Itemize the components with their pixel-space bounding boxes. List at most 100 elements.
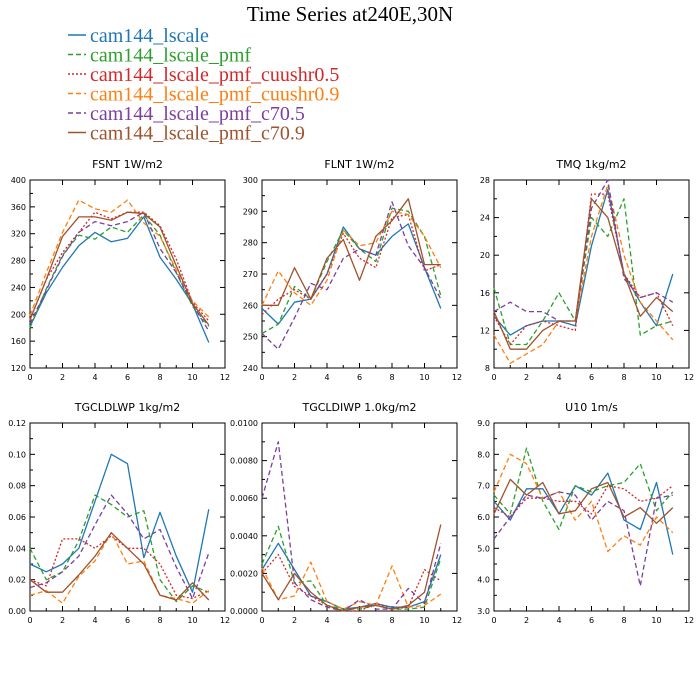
panel-1: FLNT 1W/m2 0 2 4 6 8 10 12 240 250 260 270 280 290 300 [243, 158, 462, 382]
panels: FSNT 1W/m20 2 4 6 8 10 12120160200240280320360… [8, 158, 694, 625]
series-line-5 [493, 198, 674, 350]
panel-4: TGCLDIWP 1.0kg/m2 0 2 4 6 8 10 12 0.0000 0.0020 0.… [230, 401, 462, 625]
series-line-0 [493, 472, 674, 555]
x-tick-label: 4 [324, 373, 329, 382]
x-tick-label: 12 [452, 616, 462, 625]
y-tick-label: 160 [11, 337, 26, 346]
series-line-3 [493, 453, 674, 553]
x-tick-label: 0 [27, 373, 32, 382]
y-tick-label: 0.10 [8, 450, 26, 459]
x-tick-label: 2 [292, 616, 297, 625]
x-tick-label: 0 [259, 373, 264, 382]
series-line-4 [493, 179, 674, 322]
y-tick-label: 280 [11, 257, 26, 266]
y-tick-label: 24 [480, 214, 490, 223]
panel-title: FLNT 1W/m2 [324, 158, 394, 171]
x-tick-label: 2 [524, 373, 529, 382]
legend-entry-1: cam144_lscale_pmf [90, 45, 251, 67]
x-tick-label: 12 [684, 373, 694, 382]
legend-entry-0: cam144_lscale [90, 25, 209, 47]
x-tick-label: 12 [684, 616, 694, 625]
x-tick-label: 8 [621, 373, 626, 382]
y-tick-label: 240 [243, 364, 258, 373]
x-tick-label: 2 [524, 616, 529, 625]
series-line-2 [29, 535, 210, 600]
x-tick-label: 4 [92, 616, 97, 625]
x-tick-label: 8 [389, 616, 394, 625]
legend-entry-2: cam144_lscale_pmf_cuushr0.5 [90, 64, 339, 86]
series-line-1 [261, 207, 442, 335]
series-line-5 [29, 211, 210, 326]
legend-entry-3: cam144_lscale_pmf_cuushr0.9 [90, 84, 339, 106]
y-tick-label: 240 [11, 283, 26, 292]
x-tick-label: 10 [651, 373, 661, 382]
y-tick-label: 7.0 [477, 482, 490, 491]
series-line-4 [493, 491, 673, 587]
y-tick-label: 0.0080 [230, 457, 258, 466]
panel-5: U10 1m/s 0 2 4 6 8 10 12 3.0 4.0 5.0 6.0 7.0 8.0 9.0 [477, 401, 694, 625]
legend: cam144_lscalecam144_lscale_pmfcam144_lsc… [68, 25, 339, 145]
y-tick-label: 0.04 [8, 544, 26, 553]
panel-title: TGCLDIWP 1.0kg/m2 [301, 401, 416, 414]
panel-frame [493, 422, 690, 612]
panel-title: U10 1m/s [565, 401, 618, 414]
x-tick-label: 0 [27, 616, 32, 625]
series-line-4 [29, 211, 210, 332]
x-tick-label: 8 [157, 373, 162, 382]
series-line-1 [493, 198, 673, 346]
series-line-1 [493, 447, 674, 531]
x-tick-label: 2 [292, 373, 297, 382]
y-tick-label: 5.0 [477, 544, 490, 553]
x-tick-label: 8 [621, 616, 626, 625]
panel-0: FSNT 1W/m2 0 2 4 6 8 10 12 120 160 200 240 280 320 360… [11, 158, 230, 382]
y-tick-label: 260 [243, 301, 258, 310]
series-line-5 [261, 524, 442, 612]
legend-entry-5: cam144_lscale_pmf_c70.9 [90, 123, 305, 145]
x-tick-label: 4 [556, 373, 561, 382]
x-tick-label: 8 [157, 616, 162, 625]
y-tick-label: 120 [11, 364, 26, 373]
series-line-0 [493, 188, 674, 336]
panel-3: TGCLDLWP 1kg/m2 0 2 4 6 8 10 12 0.00 0.02 0.04 0.06… [8, 401, 230, 625]
panel-frame [261, 422, 458, 612]
x-tick-label: 12 [452, 373, 462, 382]
series-line-4 [261, 201, 442, 350]
y-tick-label: 8 [485, 364, 490, 373]
y-tick-label: 300 [243, 176, 258, 185]
x-tick-label: 6 [357, 616, 362, 625]
y-tick-label: 0.0000 [230, 607, 258, 616]
series-line-5 [493, 478, 674, 524]
y-tick-label: 8.0 [477, 450, 490, 459]
y-tick-label: 4.0 [477, 576, 490, 585]
y-tick-label: 6.0 [477, 513, 490, 522]
series-line-2 [261, 213, 442, 316]
series-line-3 [261, 210, 442, 306]
y-tick-label: 0.0020 [230, 569, 258, 578]
y-tick-label: 0.0060 [230, 494, 258, 503]
y-tick-label: 320 [11, 230, 26, 239]
x-tick-label: 0 [491, 616, 496, 625]
x-tick-label: 6 [125, 373, 130, 382]
y-tick-label: 9.0 [477, 419, 490, 428]
x-tick-label: 4 [556, 616, 561, 625]
series-line-4 [261, 441, 442, 612]
y-tick-label: 290 [243, 207, 258, 216]
x-tick-label: 8 [389, 373, 394, 382]
x-tick-label: 10 [419, 616, 429, 625]
y-tick-label: 200 [11, 310, 26, 319]
series-line-3 [493, 184, 674, 364]
series-line-3 [261, 561, 442, 610]
x-tick-label: 0 [491, 373, 496, 382]
y-tick-label: 360 [11, 203, 26, 212]
figure-title: Time Series at240E,30N [247, 2, 453, 26]
x-tick-label: 4 [92, 373, 97, 382]
series-line-5 [262, 198, 441, 306]
series-line-0 [29, 216, 210, 343]
series-line-4 [29, 494, 210, 600]
x-tick-label: 0 [259, 616, 264, 625]
y-tick-label: 250 [243, 333, 258, 342]
x-tick-label: 2 [60, 616, 65, 625]
legend-entry-4: cam144_lscale_pmf_c70.5 [90, 103, 305, 125]
series-line-2 [493, 485, 674, 518]
series-line-1 [29, 494, 210, 603]
